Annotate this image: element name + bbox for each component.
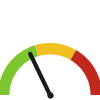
Wedge shape <box>35 43 76 60</box>
Wedge shape <box>70 50 100 95</box>
Wedge shape <box>0 45 38 95</box>
